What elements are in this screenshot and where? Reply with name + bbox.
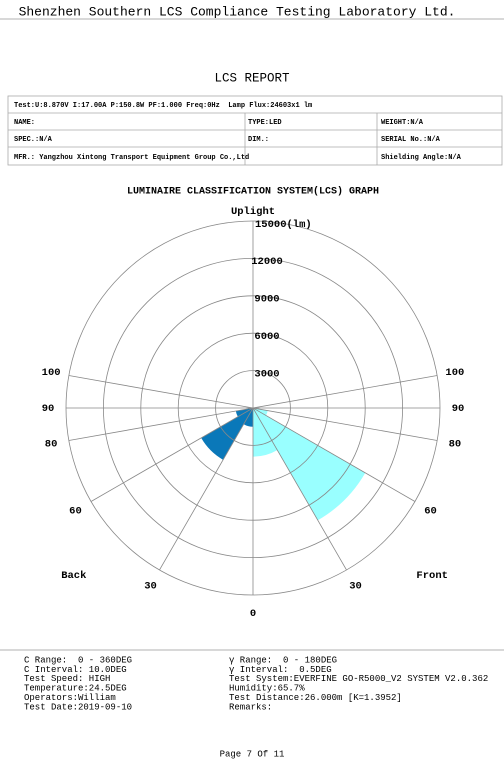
page-number: Page 7 Of 11: [220, 749, 285, 759]
angle-line: [252, 407, 438, 441]
table-cell: DIM.:: [248, 136, 269, 144]
angle-line: [68, 407, 254, 441]
angle-label: 100: [445, 367, 464, 379]
info-table: [7, 95, 503, 166]
front-label: Front: [416, 570, 448, 582]
angle-line: [252, 407, 347, 571]
angle-label: 0: [250, 608, 256, 620]
angle-line: [252, 375, 438, 409]
table-cell: NAME:: [14, 119, 35, 127]
table-cell: Test:U:8.870V I:17.00A P:150.8W PF:1.000…: [14, 102, 312, 110]
table-cell: Shielding Angle:N/A: [381, 154, 462, 162]
chart-title: LUMINAIRE CLASSIFICATION SYSTEM(LCS) GRA…: [127, 186, 379, 198]
table-cell: TYPE:LED: [248, 119, 282, 127]
report-title: LCS REPORT: [214, 71, 290, 85]
angle-label: 60: [69, 505, 82, 517]
param-line: Operators:William: [24, 693, 116, 703]
lab-name: Shenzhen Southern LCS Compliance Testing…: [19, 4, 456, 19]
angle-label: 80: [45, 438, 58, 450]
r-tick-label: 12000: [251, 256, 283, 268]
angle-line: [90, 407, 254, 502]
zone-sector: [201, 408, 253, 460]
zone-sector: [253, 408, 278, 457]
angle-line: [68, 375, 254, 409]
param-line: Test Distance:26.000m [K=1.3952]: [229, 693, 402, 703]
param-line: Temperature:24.5DEG: [24, 684, 127, 694]
table-cell: MFR.: Yangzhou Xintong Transport Equipme…: [14, 154, 249, 162]
table-cell: SERIAL No.:N/A: [381, 136, 441, 144]
r-tick-label: 6000: [254, 331, 279, 343]
lcs-chart: 0 30 30 60 60 80 80 90 90 100 100 3000 6000 9000 12000…: [42, 206, 465, 620]
uplight-label: Uplight: [231, 206, 275, 218]
angle-label: 90: [42, 403, 55, 415]
param-line: Remarks:: [229, 702, 272, 712]
param-line: C Interval: 10.0DEG: [24, 665, 127, 675]
r-tick-label: 3000: [254, 368, 279, 380]
angle-label: 30: [144, 580, 157, 592]
back-label: Back: [61, 570, 86, 582]
r-tick-label: 9000: [254, 294, 279, 306]
param-line: γ Range: 0 - 180DEG: [229, 655, 337, 665]
param-line: Test Date:2019-09-10: [24, 702, 132, 712]
param-line: Humidity:65.7%: [229, 684, 305, 694]
angle-label: 60: [424, 505, 437, 517]
angle-label: 90: [452, 403, 465, 415]
zone-sector: [253, 408, 366, 521]
table-cell: WEIGHT:N/A: [381, 119, 424, 127]
angle-label: 100: [42, 367, 61, 379]
angle-label: 80: [449, 438, 462, 450]
r-tick-label: 15000(lm): [255, 219, 312, 231]
param-line: C Range: 0 - 360DEG: [24, 655, 132, 665]
param-line: γ Interval: 0.5DEG: [229, 665, 332, 675]
table-cell: SPEC.:N/A: [14, 136, 53, 144]
param-line: Test System:EVERFINE GO-R5000_V2 SYSTEM …: [229, 674, 488, 684]
angle-line: [252, 407, 416, 502]
param-line: Test Speed: HIGH: [24, 674, 110, 684]
angle-label: 30: [349, 580, 362, 592]
angle-line: [159, 407, 254, 571]
